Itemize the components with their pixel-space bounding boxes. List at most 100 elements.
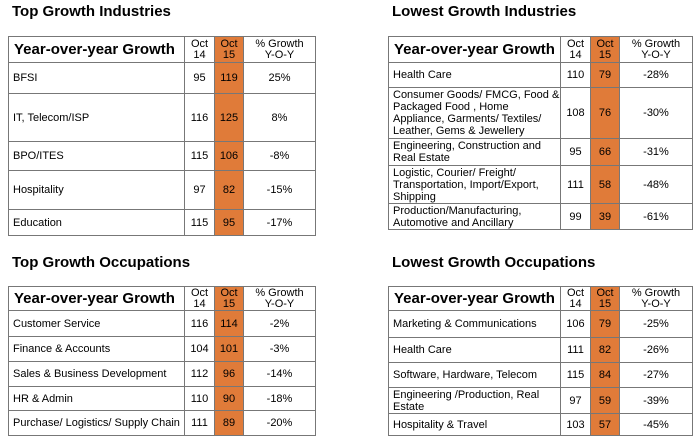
row-oct15: 79 [590, 310, 620, 338]
row-oct15: 39 [590, 203, 620, 230]
header-pct-text: % Growth Y-O-Y [255, 37, 304, 61]
header-yoy: Year-over-year Growth [8, 286, 185, 311]
header-oct14: Oct 14 [560, 36, 591, 63]
table-row: Engineering /Production, Real Estate 97 … [388, 387, 693, 414]
row-oct15: 90 [214, 386, 244, 411]
panel-title: Lowest Growth Occupations [392, 254, 596, 271]
header-yoy: Year-over-year Growth [8, 36, 185, 63]
row-oct15: 96 [214, 361, 244, 387]
row-oct14: 99 [560, 203, 591, 230]
row-label: Health Care [388, 62, 561, 88]
header-pct: % Growth Y-O-Y [243, 36, 316, 63]
lowest-growth-industries-panel: Lowest Growth Industries Year-over-year … [388, 0, 693, 230]
table-row: HR & Admin 110 90 -18% [8, 386, 316, 411]
header-oct15-text: Oct 15 [220, 37, 238, 61]
table-row: Education 115 95 -17% [8, 209, 316, 236]
panel-title: Top Growth Occupations [12, 254, 191, 271]
row-label: Production/Manufacturing, Automotive and… [388, 203, 561, 230]
header-oct15: Oct 15 [214, 286, 244, 311]
row-oct14: 97 [184, 170, 215, 210]
header-oct14-text: Oct 14 [190, 37, 209, 61]
header-oct15: Oct 15 [590, 36, 620, 63]
row-label: Finance & Accounts [8, 336, 185, 362]
row-pct: -30% [619, 87, 693, 139]
row-oct14: 97 [560, 387, 591, 414]
row-oct15: 82 [590, 337, 620, 363]
table-row: IT, Telecom/ISP 116 125 8% [8, 93, 316, 142]
row-label: Marketing & Communications [388, 310, 561, 338]
row-oct15: 89 [214, 410, 244, 436]
header-oct15: Oct 15 [590, 286, 620, 311]
table-row: Production/Manufacturing, Automotive and… [388, 203, 693, 230]
row-oct14: 104 [184, 336, 215, 362]
header-oct14-text: Oct 14 [566, 286, 585, 310]
row-pct: -8% [243, 141, 316, 171]
row-oct14: 103 [560, 413, 591, 436]
row-oct15: 66 [590, 138, 620, 166]
row-oct15: 125 [214, 93, 244, 142]
row-oct14: 112 [184, 361, 215, 387]
row-oct14: 116 [184, 93, 215, 142]
header-oct14: Oct 14 [184, 36, 215, 63]
row-pct: -45% [619, 413, 693, 436]
top-growth-occupations-panel: Top Growth Occupations Year-over-year Gr… [8, 250, 316, 436]
header-oct15-text: Oct 15 [596, 286, 614, 310]
row-pct: -17% [243, 209, 316, 236]
row-label: IT, Telecom/ISP [8, 93, 185, 142]
row-oct15: 84 [590, 362, 620, 388]
header-yoy: Year-over-year Growth [388, 36, 561, 63]
table-row: Marketing & Communications 106 79 -25% [388, 310, 693, 338]
row-pct: -48% [619, 165, 693, 204]
row-pct: -31% [619, 138, 693, 166]
top-growth-industries-panel: Top Growth Industries Year-over-year Gro… [8, 0, 316, 236]
header-oct14: Oct 14 [184, 286, 215, 311]
row-pct: -20% [243, 410, 316, 436]
panel-title: Top Growth Industries [12, 3, 171, 20]
row-pct: -61% [619, 203, 693, 230]
row-oct14: 106 [560, 310, 591, 338]
header-yoy: Year-over-year Growth [388, 286, 561, 311]
row-oct14: 110 [184, 386, 215, 411]
row-oct15: 82 [214, 170, 244, 210]
row-oct15: 58 [590, 165, 620, 204]
header-pct: % Growth Y-O-Y [619, 36, 693, 63]
row-pct: -25% [619, 310, 693, 338]
row-label: Engineering, Construction and Real Estat… [388, 138, 561, 166]
table-header-row: Year-over-year Growth Oct 14 Oct 15 % Gr… [388, 286, 693, 311]
row-oct14: 116 [184, 310, 215, 337]
table-row: Hospitality 97 82 -15% [8, 170, 316, 210]
row-label: Consumer Goods/ FMCG, Food & Packaged Fo… [388, 87, 561, 139]
row-label: Software, Hardware, Telecom [388, 362, 561, 388]
row-oct15: 79 [590, 62, 620, 88]
table-row: BPO/ITES 115 106 -8% [8, 141, 316, 171]
row-oct14: 108 [560, 87, 591, 139]
row-label: BPO/ITES [8, 141, 185, 171]
row-pct: -14% [243, 361, 316, 387]
row-label: Health Care [388, 337, 561, 363]
table-row: BFSI 95 119 25% [8, 62, 316, 94]
header-pct-text: % Growth Y-O-Y [255, 286, 304, 310]
top-growth-occupations-table: Year-over-year Growth Oct 14 Oct 15 % Gr… [8, 286, 316, 436]
row-label: Logistic, Courier/ Freight/ Transportati… [388, 165, 561, 204]
row-pct: -18% [243, 386, 316, 411]
row-label: Hospitality [8, 170, 185, 210]
header-oct14: Oct 14 [560, 286, 591, 311]
table-row: Health Care 111 82 -26% [388, 337, 693, 363]
table-row: Hospitality & Travel 103 57 -45% [388, 413, 693, 436]
row-pct: 8% [243, 93, 316, 142]
row-oct15: 76 [590, 87, 620, 139]
row-oct14: 111 [184, 410, 215, 436]
row-label: Purchase/ Logistics/ Supply Chain [8, 410, 185, 436]
row-label: HR & Admin [8, 386, 185, 411]
row-oct15: 95 [214, 209, 244, 236]
row-oct15: 57 [590, 413, 620, 436]
header-oct14-text: Oct 14 [566, 37, 585, 61]
table-row: Engineering, Construction and Real Estat… [388, 138, 693, 166]
row-pct: -15% [243, 170, 316, 210]
row-oct14: 115 [184, 141, 215, 171]
header-oct14-text: Oct 14 [190, 286, 209, 310]
row-oct14: 111 [560, 165, 591, 204]
lowest-growth-industries-table: Year-over-year Growth Oct 14 Oct 15 % Gr… [388, 36, 693, 230]
table-header-row: Year-over-year Growth Oct 14 Oct 15 % Gr… [8, 36, 316, 63]
row-pct: -28% [619, 62, 693, 88]
